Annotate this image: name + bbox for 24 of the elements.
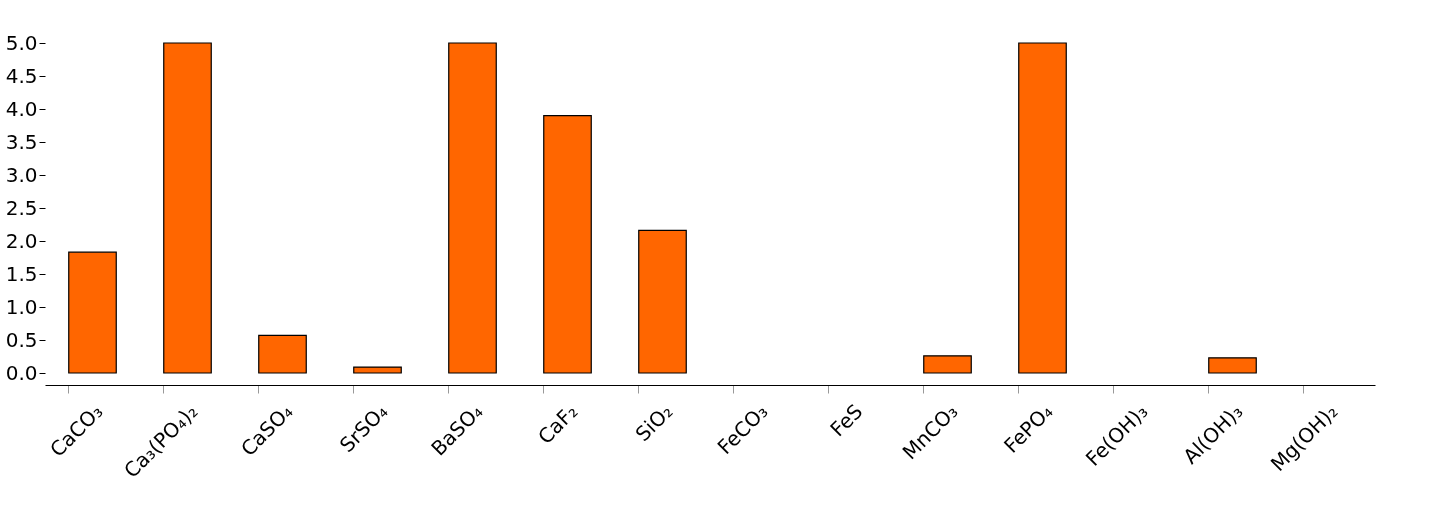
bar [258, 334, 307, 374]
y-tick-label: 4.5 [5, 63, 38, 88]
bar [68, 251, 117, 374]
bar [353, 366, 402, 374]
x-tick-label: CaF₂ [533, 399, 583, 449]
bar [448, 42, 497, 374]
bar [638, 229, 687, 374]
y-tick-label: 1.0 [5, 294, 38, 319]
bar [543, 115, 592, 374]
y-tick-label: 0.0 [5, 360, 38, 385]
x-tick-label: FeS [825, 399, 868, 442]
y-tick-label: 3.0 [5, 162, 38, 187]
y-tick-label: 1.5 [5, 261, 38, 286]
y-tick-label: 2.5 [5, 195, 38, 220]
y-tick-label: 0.5 [5, 327, 38, 352]
bar [1208, 357, 1257, 374]
y-tick-label: 3.5 [5, 129, 38, 154]
bar [923, 355, 972, 374]
bar [163, 42, 212, 374]
y-tick-label: 4.0 [5, 96, 38, 121]
y-tick-label: 2.0 [5, 228, 38, 253]
bar [1018, 42, 1067, 374]
x-tick-label: SiO₂ [630, 399, 678, 447]
y-tick-label: 5.0 [5, 30, 38, 55]
